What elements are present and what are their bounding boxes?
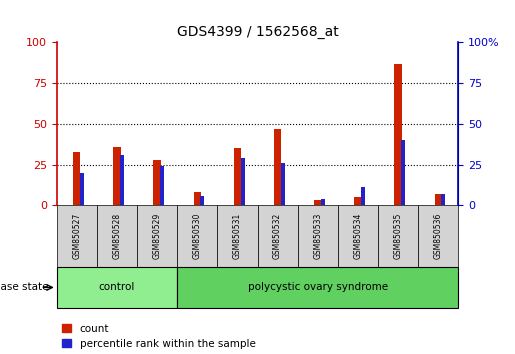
Bar bbox=[258, 205, 298, 267]
Bar bbox=[137, 205, 177, 267]
Text: disease state: disease state bbox=[0, 282, 52, 292]
Bar bbox=[274, 129, 281, 205]
Text: GSM850530: GSM850530 bbox=[193, 213, 202, 259]
Text: GSM850528: GSM850528 bbox=[112, 213, 122, 259]
Text: GSM850535: GSM850535 bbox=[393, 213, 403, 259]
Text: GSM850531: GSM850531 bbox=[233, 213, 242, 259]
Bar bbox=[281, 163, 285, 205]
Text: GSM850527: GSM850527 bbox=[72, 213, 81, 259]
Bar bbox=[401, 140, 405, 205]
Bar bbox=[153, 160, 161, 205]
Title: GDS4399 / 1562568_at: GDS4399 / 1562568_at bbox=[177, 25, 338, 39]
Bar bbox=[57, 267, 177, 308]
Bar bbox=[234, 148, 241, 205]
Bar bbox=[113, 147, 121, 205]
Bar bbox=[418, 205, 458, 267]
Text: GSM850533: GSM850533 bbox=[313, 213, 322, 259]
Bar bbox=[177, 205, 217, 267]
Text: GSM850532: GSM850532 bbox=[273, 213, 282, 259]
Bar bbox=[177, 267, 458, 308]
Bar bbox=[298, 205, 338, 267]
Bar bbox=[314, 200, 321, 205]
Text: control: control bbox=[99, 282, 135, 292]
Bar bbox=[354, 197, 362, 205]
Text: GSM850536: GSM850536 bbox=[434, 213, 443, 259]
Bar bbox=[361, 187, 365, 205]
Text: GSM850529: GSM850529 bbox=[152, 213, 162, 259]
Bar bbox=[194, 192, 201, 205]
Bar bbox=[441, 194, 445, 205]
Bar bbox=[57, 205, 97, 267]
Bar bbox=[378, 205, 418, 267]
Text: polycystic ovary syndrome: polycystic ovary syndrome bbox=[248, 282, 388, 292]
Bar bbox=[321, 199, 325, 205]
Bar bbox=[435, 194, 442, 205]
Bar bbox=[200, 195, 204, 205]
Bar bbox=[120, 155, 124, 205]
Bar bbox=[73, 152, 80, 205]
Text: GSM850534: GSM850534 bbox=[353, 213, 363, 259]
Legend: count, percentile rank within the sample: count, percentile rank within the sample bbox=[62, 324, 255, 349]
Bar bbox=[97, 205, 137, 267]
Bar bbox=[338, 205, 378, 267]
Bar bbox=[394, 64, 402, 205]
Bar bbox=[160, 166, 164, 205]
Bar bbox=[241, 158, 245, 205]
Bar bbox=[80, 173, 84, 205]
Bar bbox=[217, 205, 258, 267]
